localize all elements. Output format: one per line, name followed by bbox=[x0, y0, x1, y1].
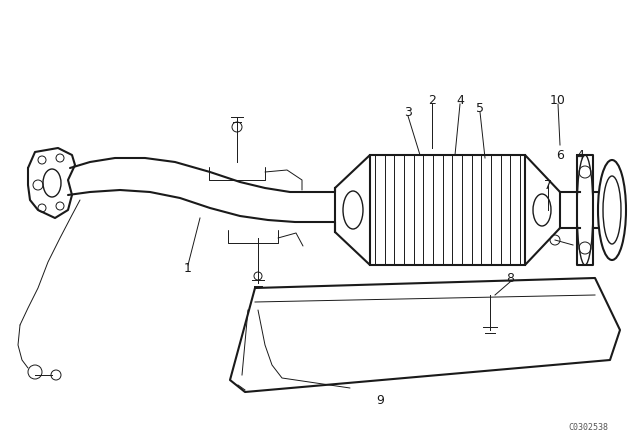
Text: 8: 8 bbox=[506, 271, 514, 284]
Text: 9: 9 bbox=[376, 393, 384, 406]
Text: 1: 1 bbox=[184, 262, 192, 275]
Text: C0302538: C0302538 bbox=[568, 423, 608, 432]
Text: 3: 3 bbox=[404, 105, 412, 119]
Text: 2: 2 bbox=[428, 94, 436, 107]
Text: 4: 4 bbox=[576, 148, 584, 161]
Text: 10: 10 bbox=[550, 94, 566, 107]
Text: 6: 6 bbox=[556, 148, 564, 161]
Text: 5: 5 bbox=[476, 102, 484, 115]
Text: 4: 4 bbox=[456, 94, 464, 107]
Text: 7: 7 bbox=[544, 178, 552, 191]
